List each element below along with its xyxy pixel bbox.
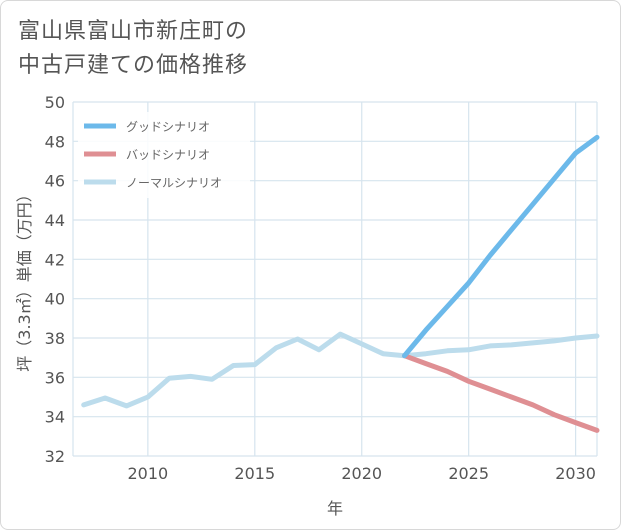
y-tick-label-34: 34 [45,408,65,427]
x-tick-label-2030: 2030 [555,464,596,483]
y-tick-label-46: 46 [45,172,65,191]
chart-title: 富山県富山市新庄町の 中古戸建ての価格推移 [18,15,248,83]
y-axis-title: 坪（3.3㎡）単価（万円） [15,186,34,371]
x-tick-label-2010: 2010 [127,464,168,483]
x-tick-label-2025: 2025 [448,464,489,483]
y-tick-label-36: 36 [45,368,65,387]
legend-label-0: グッドシナリオ [126,120,210,134]
series-line-0 [402,134,600,359]
x-axis-title: 年 [327,499,343,518]
y-tick-label-38: 38 [45,329,65,348]
y-tick-label-42: 42 [45,250,65,269]
legend-label-1: バッドシナリオ [126,148,210,162]
series-line-1 [402,353,600,433]
x-tick-label-2015: 2015 [234,464,275,483]
x-tick-label-2020: 2020 [341,464,382,483]
chart-title-line-2: 中古戸建ての価格推移 [18,53,249,78]
legend-label-2: ノーマルシナリオ [126,176,222,190]
y-tick-label-40: 40 [45,290,65,309]
y-tick-label-44: 44 [45,211,65,230]
series-line-2 [81,331,600,409]
y-tick-label-48: 48 [45,132,65,151]
y-tick-label-50: 50 [45,93,65,112]
chart-title-line-1: 富山県富山市新庄町の [18,19,249,44]
y-tick-label-32: 32 [45,447,65,466]
